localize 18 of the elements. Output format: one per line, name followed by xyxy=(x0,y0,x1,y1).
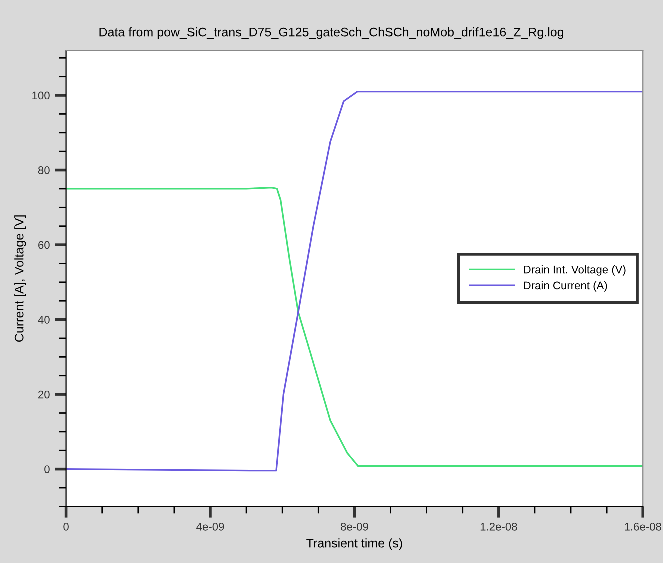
line-series xyxy=(66,187,644,468)
x-axis-title: Transient time (s) xyxy=(306,538,402,550)
y-tick-label: 60 xyxy=(38,241,50,250)
y-tick-label: 80 xyxy=(38,166,50,174)
legend-label: Drain Current (A) xyxy=(524,281,608,292)
y-tick-label: 20 xyxy=(38,390,50,399)
x-tick-label: 0 xyxy=(64,522,69,531)
x-tick-label: 1.2e-08 xyxy=(480,522,518,531)
legend-label: Drain Int. Voltage (V) xyxy=(524,266,626,276)
line-series xyxy=(66,90,644,472)
x-tick-label: 1.6e-08 xyxy=(625,522,662,531)
y-axis-title: Current [A], Voltage [V] xyxy=(14,216,26,342)
x-tick-label: 8e-09 xyxy=(340,522,368,531)
x-tick-label: 4e-09 xyxy=(196,522,224,531)
y-tick-label: 100 xyxy=(32,92,50,100)
y-tick-label: 40 xyxy=(38,316,50,324)
chart-subtitle: Data from pow_SiC_trans_D75_G125_gateSch_ChSCh_noMob_drif1e16_Z_Rg.log xyxy=(100,28,564,40)
y-tick-label: 0 xyxy=(44,466,50,474)
